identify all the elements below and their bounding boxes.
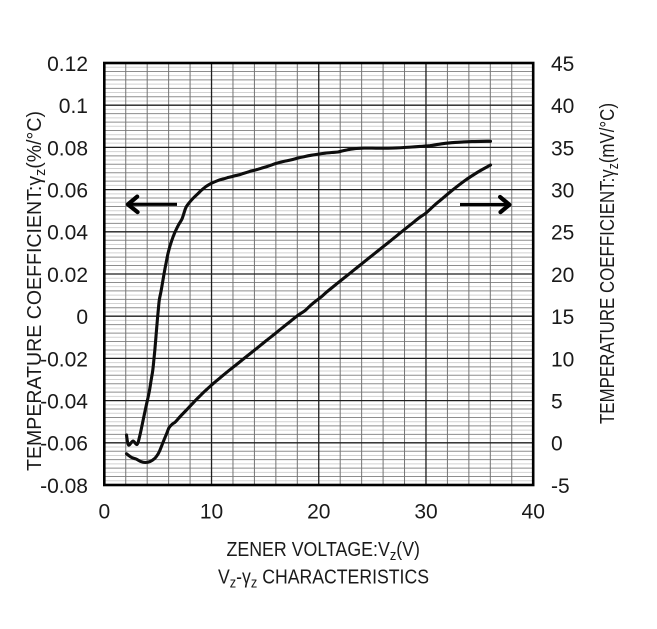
svg-text:-5: -5 bbox=[551, 475, 570, 498]
svg-text:0: 0 bbox=[98, 501, 110, 524]
svg-text:15: 15 bbox=[551, 306, 574, 329]
svg-text:-0.06: -0.06 bbox=[40, 433, 88, 456]
svg-text:30: 30 bbox=[414, 501, 437, 524]
svg-text:-0.02: -0.02 bbox=[40, 348, 88, 371]
svg-text:35: 35 bbox=[551, 137, 574, 160]
svg-text:-0.08: -0.08 bbox=[40, 475, 88, 498]
svg-text:0.1: 0.1 bbox=[59, 95, 88, 118]
svg-text:5: 5 bbox=[551, 391, 563, 414]
svg-text:45: 45 bbox=[551, 53, 574, 76]
svg-text:30: 30 bbox=[551, 180, 574, 203]
svg-text:TEMPERATURE COEFFICIENT:γz(%/°: TEMPERATURE COEFFICIENT:γz(%/°C) bbox=[24, 111, 49, 471]
svg-text:0.06: 0.06 bbox=[47, 180, 88, 203]
svg-text:25: 25 bbox=[551, 222, 574, 245]
svg-text:-0.04: -0.04 bbox=[40, 391, 88, 414]
svg-text:0: 0 bbox=[551, 433, 563, 456]
svg-text:ZENER VOLTAGE:Vz(V): ZENER VOLTAGE:Vz(V) bbox=[227, 539, 421, 564]
svg-text:10: 10 bbox=[551, 348, 574, 371]
svg-text:Vz-γz CHARACTERISTICS: Vz-γz CHARACTERISTICS bbox=[218, 567, 429, 592]
svg-text:20: 20 bbox=[307, 501, 330, 524]
svg-text:TEMPERATURE COEFFICIENT:γz(mV/: TEMPERATURE COEFFICIENT:γz(mV/°C) bbox=[597, 103, 622, 424]
svg-text:0: 0 bbox=[76, 306, 88, 329]
svg-text:0.08: 0.08 bbox=[47, 137, 88, 160]
svg-text:10: 10 bbox=[200, 501, 223, 524]
svg-text:40: 40 bbox=[551, 95, 574, 118]
svg-text:40: 40 bbox=[522, 501, 545, 524]
svg-text:0.12: 0.12 bbox=[47, 53, 88, 76]
svg-text:0.02: 0.02 bbox=[47, 264, 88, 287]
svg-text:20: 20 bbox=[551, 264, 574, 287]
svg-text:0.04: 0.04 bbox=[47, 222, 88, 245]
